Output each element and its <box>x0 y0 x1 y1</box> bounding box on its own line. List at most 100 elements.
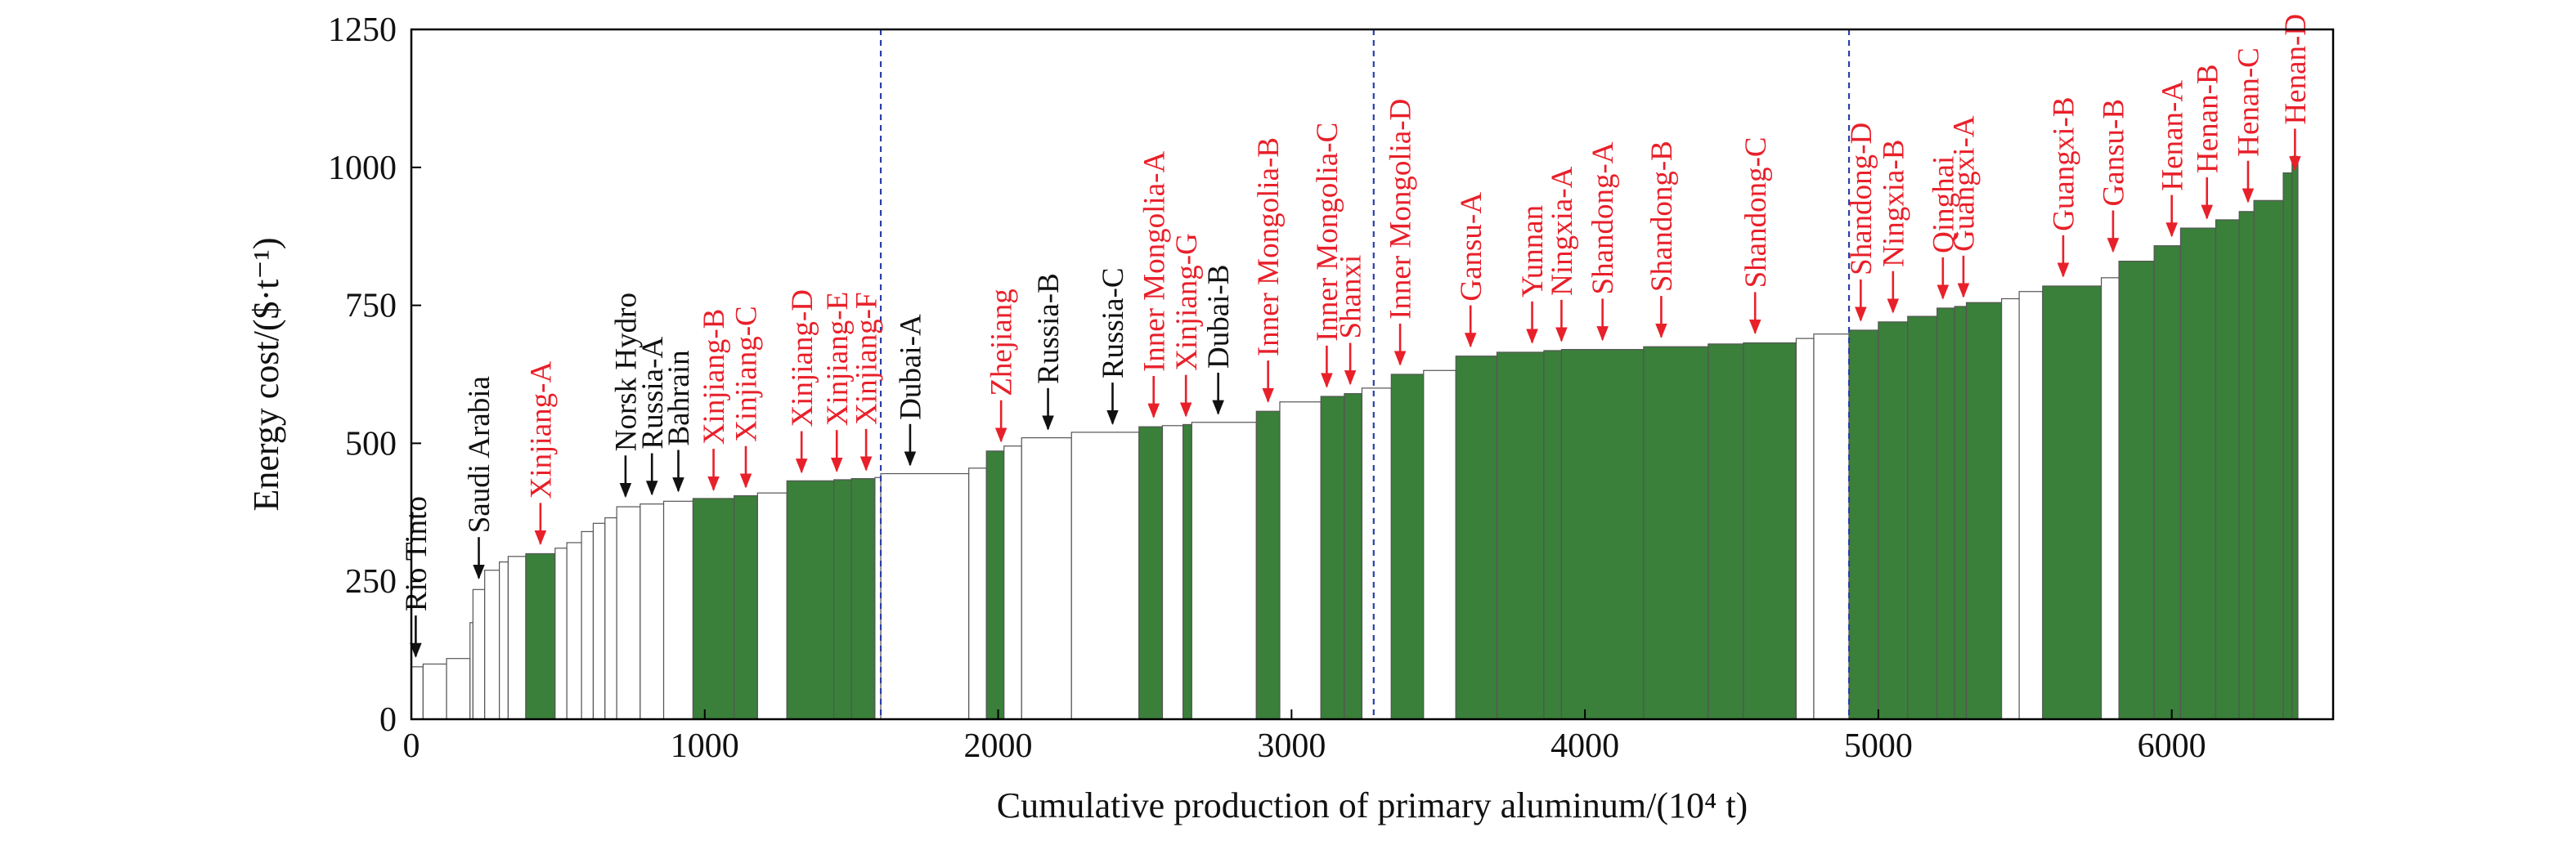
annotation-label-8: Xinjiang-D <box>786 289 819 427</box>
bar-9 <box>554 548 568 720</box>
bar-4 <box>472 588 486 720</box>
annotation-label-0: Rio Tinto <box>400 496 433 611</box>
annotation-label-22: Gansu-A <box>1455 192 1488 302</box>
annotation-label-21: Inner Mongolia-D <box>1384 99 1418 320</box>
annotation-label-36: Henan-C <box>2233 47 2266 157</box>
annotation-label-3: Norsk Hydro <box>609 293 643 451</box>
annotation-label-32: Guangxi-B <box>2048 96 2081 230</box>
annotation-label-20: Shanxi <box>1335 255 1368 339</box>
bar-22 <box>850 478 876 720</box>
annotation-label-28: Shandong-D <box>1845 123 1878 275</box>
bar-42 <box>1496 351 1545 720</box>
bar-41 <box>1455 356 1498 720</box>
y-tick-label-5: 1250 <box>328 11 397 49</box>
x-tick-label-5: 5000 <box>1844 727 1913 765</box>
bar-5 <box>484 570 500 720</box>
bar-46 <box>1708 343 1744 720</box>
bar-30 <box>1138 426 1164 720</box>
annotation-label-11: Dubai-A <box>895 314 928 420</box>
bar-67 <box>2291 155 2299 720</box>
annotation-label-7: Xinjiang-C <box>730 306 764 441</box>
bar-32 <box>1182 423 1192 720</box>
bar-66 <box>2282 172 2293 720</box>
bar-18 <box>734 494 758 720</box>
annotation-label-18: Inner Mongolia-B <box>1252 137 1286 356</box>
annotation-label-26: Shandong-B <box>1645 141 1679 292</box>
bar-53 <box>1936 307 1955 720</box>
bar-17 <box>692 498 735 720</box>
bar-14 <box>616 506 641 720</box>
x-tick-label-4: 4000 <box>1551 727 1619 765</box>
annotation-label-1: Saudi Arabia <box>463 376 496 533</box>
bar-54 <box>1954 306 1968 720</box>
axes-layer: 0 1000 2000 3000 4000 5000 6000 0 250 500 750 1000 1… <box>328 11 2335 765</box>
bar-20 <box>786 480 835 720</box>
bar-10 <box>566 542 582 720</box>
annotation-label-13: Russia-B <box>1032 273 1066 384</box>
bar-58 <box>2042 285 2103 720</box>
annotation-label-12: Zhejiang <box>985 289 1019 396</box>
bar-19 <box>756 492 788 720</box>
x-axis-title: Cumulative production of primary aluminu… <box>997 785 1748 825</box>
annotation-label-5: Bahrain <box>662 350 696 445</box>
bar-29 <box>1070 432 1140 720</box>
bar-1 <box>422 663 447 720</box>
bar-6 <box>499 561 509 720</box>
bar-47 <box>1743 342 1797 720</box>
annotation-label-17: Dubai-B <box>1202 265 1236 369</box>
y-tick-label-3: 750 <box>345 288 397 325</box>
annotation-label-15: Inner Mongolia-A <box>1138 151 1171 373</box>
bar-48 <box>1795 338 1815 720</box>
bar-55 <box>1965 302 2003 720</box>
bar-49 <box>1813 333 1850 720</box>
bar-21 <box>833 479 852 720</box>
bar-62 <box>2179 227 2217 720</box>
bar-38 <box>1361 387 1392 720</box>
annotations-layer: Rio Tinto Saudi Arabia Xinjiang-A Norsk Hyd… <box>400 14 2313 658</box>
bar-43 <box>1543 350 1563 720</box>
annotation-label-25: Shandong-A <box>1586 141 1620 294</box>
bar-35 <box>1279 401 1322 720</box>
annotation-label-19: Inner Mongolia-C <box>1311 123 1344 342</box>
bar-27 <box>1003 445 1022 720</box>
annotation-label-14: Russia-C <box>1097 267 1130 378</box>
annotation-label-6: Xinjiang-B <box>698 309 731 445</box>
bar-36 <box>1320 396 1345 720</box>
bar-39 <box>1390 374 1425 720</box>
annotation-label-30: Qinghai <box>1927 156 1960 253</box>
x-tick-label-1: 1000 <box>671 727 739 765</box>
annotation-label-10: Xinjiang-F <box>850 292 884 424</box>
bar-7 <box>507 556 527 720</box>
bar-16 <box>662 500 694 720</box>
bar-60 <box>2118 260 2155 720</box>
bar-25 <box>968 467 987 720</box>
bar-59 <box>2100 277 2120 720</box>
x-tick-label-2: 2000 <box>964 727 1033 765</box>
y-tick-label-0: 0 <box>379 701 397 739</box>
bar-40 <box>1423 369 1456 720</box>
bar-51 <box>1878 321 1909 720</box>
annotation-label-27: Shandong-C <box>1739 136 1773 288</box>
bar-31 <box>1161 425 1184 720</box>
bar-37 <box>1344 393 1363 720</box>
annotation-label-9: Xinjiang-E <box>821 292 855 426</box>
x-tick-label-6: 6000 <box>2138 727 2206 765</box>
bar-34 <box>1255 410 1281 720</box>
annotation-label-16: Xinjiang-G <box>1170 233 1204 371</box>
bar-45 <box>1643 346 1709 720</box>
bar-15 <box>640 503 665 720</box>
annotation-label-24: Ningxia-A <box>1546 166 1579 296</box>
bar-24 <box>880 472 970 720</box>
bar-12 <box>592 522 606 720</box>
bar-28 <box>1021 437 1072 720</box>
bar-50 <box>1848 329 1879 720</box>
bar-8 <box>525 552 556 720</box>
bars-layer <box>411 155 2299 720</box>
x-tick-label-0: 0 <box>403 727 420 765</box>
annotation-label-29: Ningxia-B <box>1877 140 1910 267</box>
annotation-label-31: Guangxi-A <box>1948 115 1981 252</box>
y-tick-label-4: 1000 <box>328 150 397 187</box>
bar-61 <box>2153 245 2182 720</box>
